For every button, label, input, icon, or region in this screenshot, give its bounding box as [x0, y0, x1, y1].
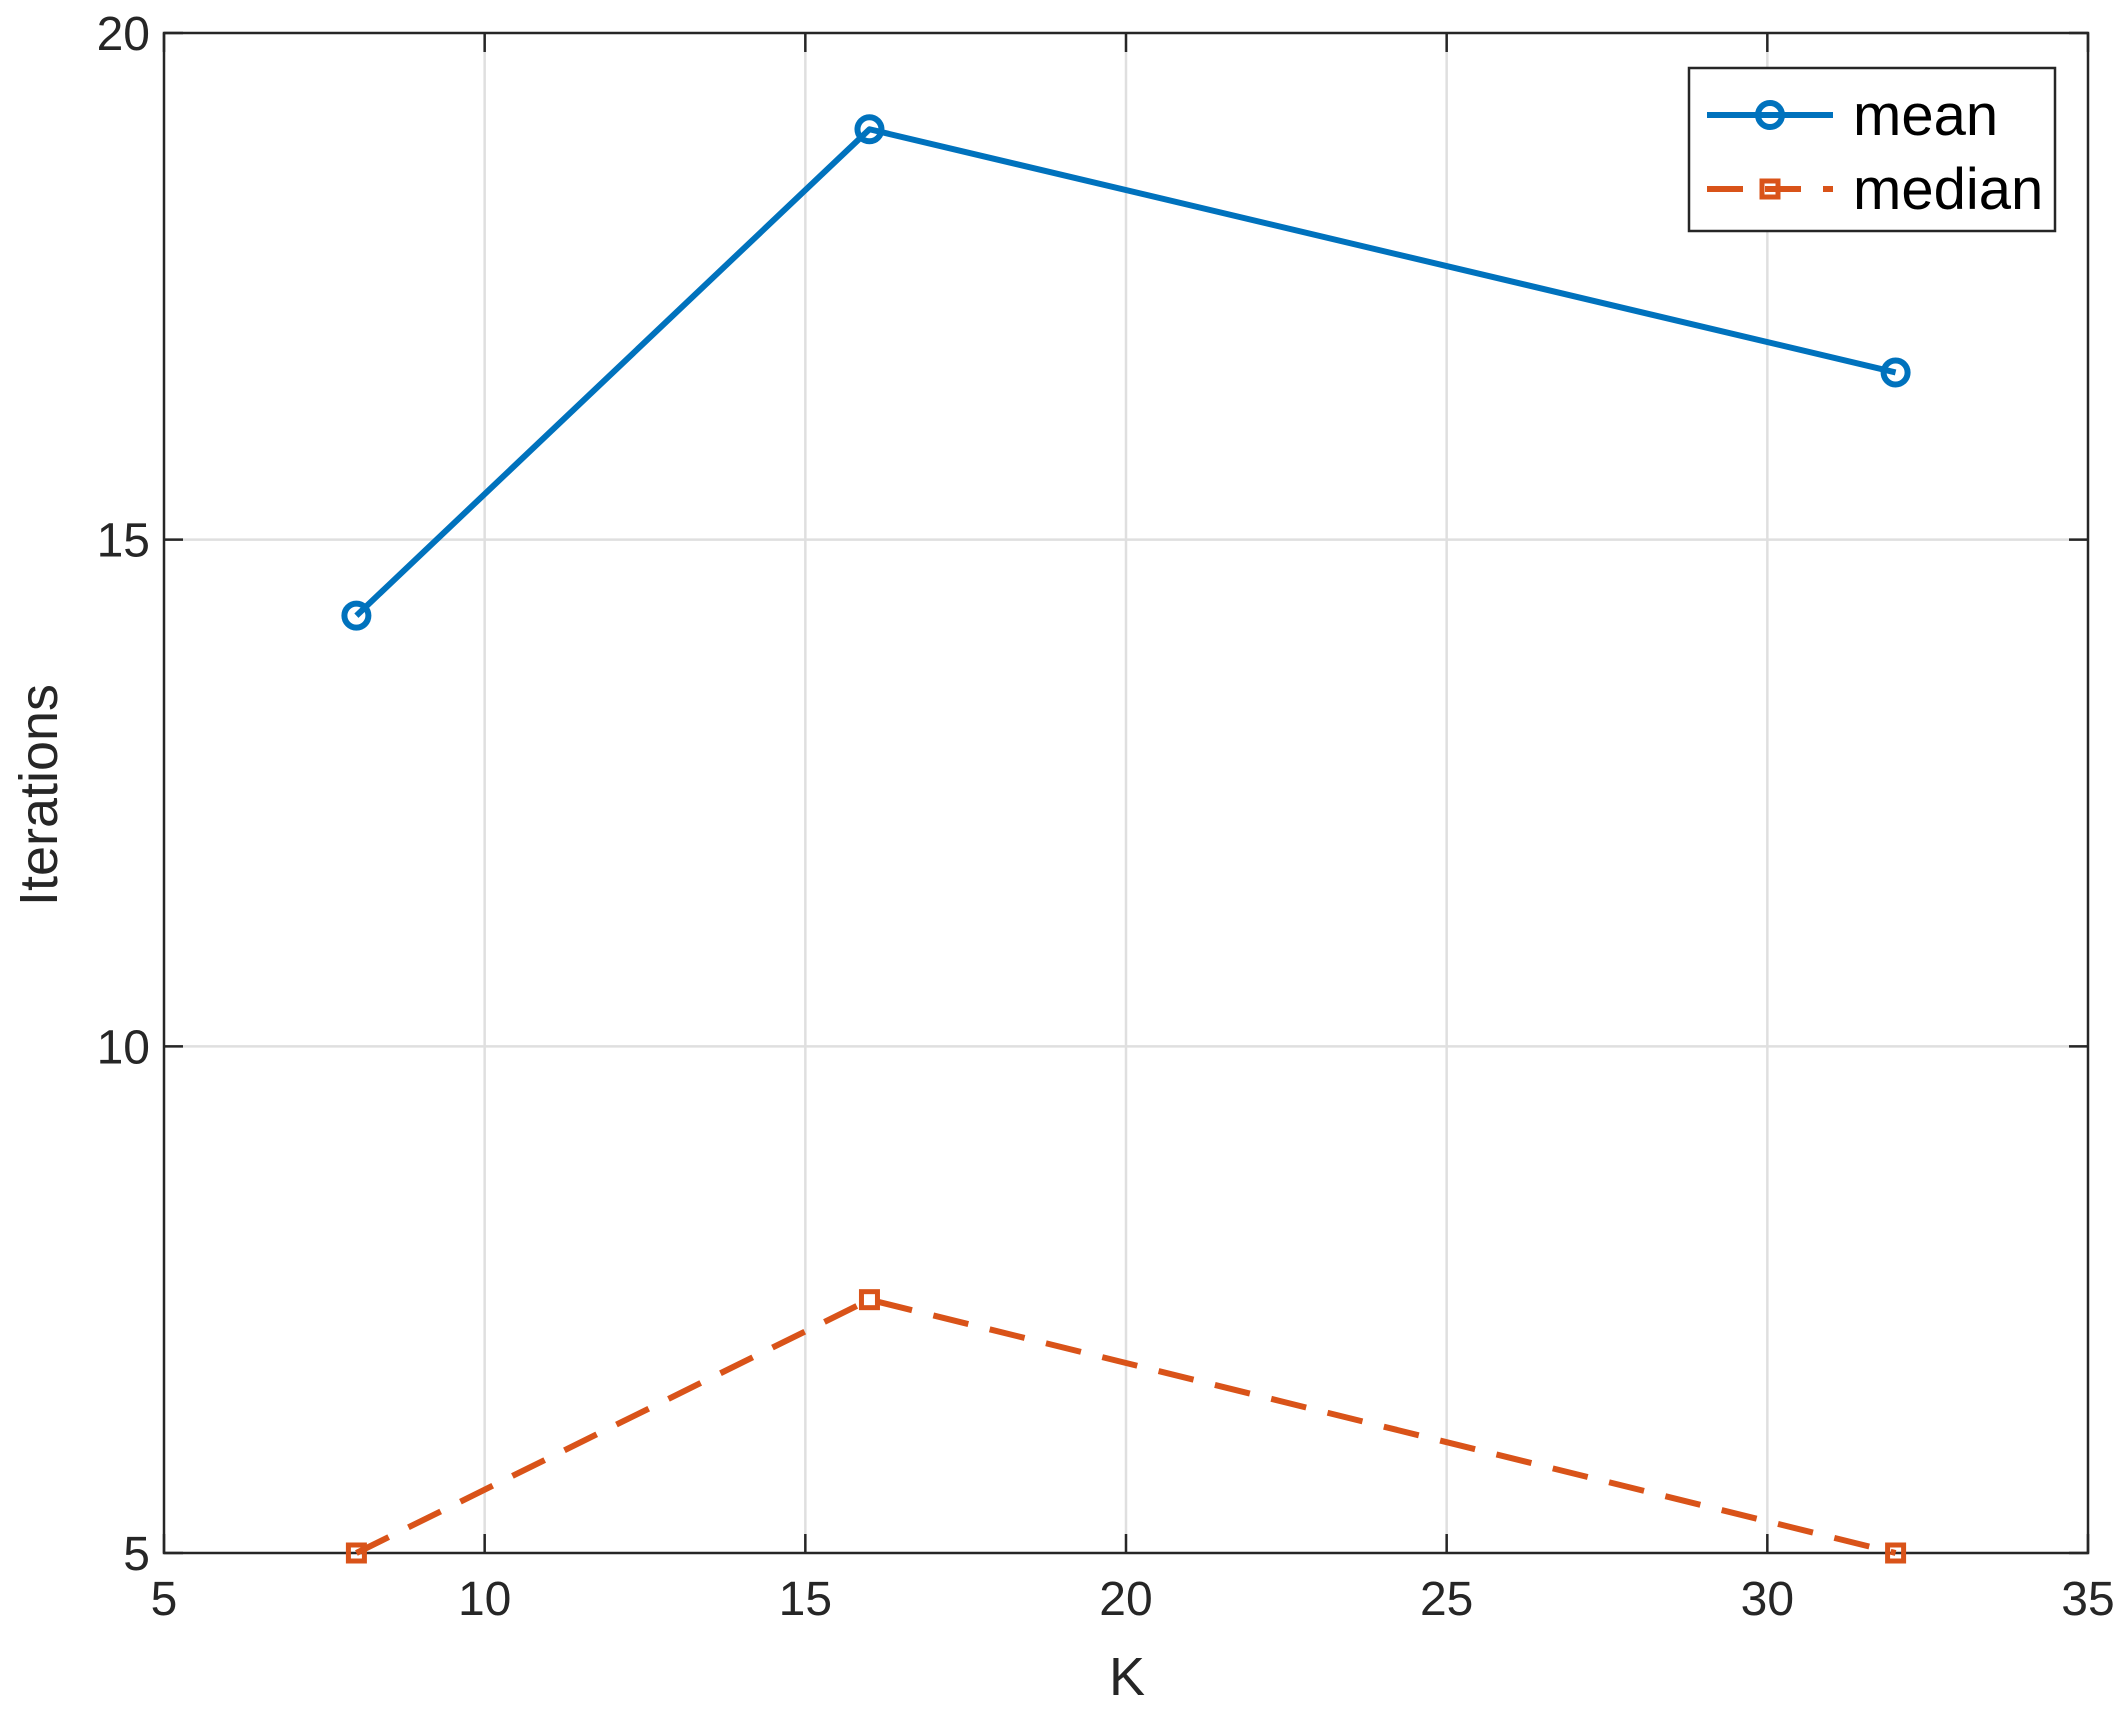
legend-marker-median: [1759, 178, 1781, 200]
data-point-mean: [341, 600, 372, 631]
legend-entry-median: median: [1707, 157, 2043, 222]
data-point-mean: [854, 114, 885, 145]
series-median: [345, 1289, 1907, 1564]
x-tick-label: 10: [458, 1573, 511, 1626]
y-tick-label: 20: [97, 8, 150, 61]
legend-label-mean: mean: [1853, 83, 1998, 148]
x-tick-label: 30: [1741, 1573, 1794, 1626]
data-point-mean: [1880, 357, 1911, 388]
legend-label-median: median: [1853, 157, 2043, 222]
series-layer: [341, 114, 1911, 1564]
x-tick-label: 5: [151, 1573, 178, 1626]
x-tick-label: 15: [779, 1573, 832, 1626]
y-tick-label: 10: [97, 1021, 150, 1074]
legend-box: [1687, 66, 2057, 233]
axes: 5 10 15 20 25 30 35 5 10 15 20: [97, 8, 2115, 1626]
data-point-median: [345, 1542, 367, 1564]
x-tick-label: 35: [2061, 1573, 2114, 1626]
series-line-median: [355, 1296, 1897, 1556]
x-tick-label: 20: [1099, 1573, 1152, 1626]
x-axis-label: K: [1109, 1647, 1145, 1707]
legend-entry-mean: mean: [1707, 83, 1998, 148]
x-tick-label: 25: [1420, 1573, 1473, 1626]
y-tick-label: 5: [123, 1528, 150, 1581]
data-point-median: [858, 1289, 880, 1311]
y-tick-label: 15: [97, 515, 150, 568]
grid-lines: [164, 33, 2088, 1553]
y-axis-label: Iterations: [9, 684, 69, 906]
series-line-mean: [354, 126, 1897, 618]
data-point-median: [1885, 1542, 1907, 1564]
series-mean: [341, 114, 1911, 631]
legend-marker-mean: [1755, 100, 1785, 130]
legend: mean median: [1687, 66, 2057, 233]
